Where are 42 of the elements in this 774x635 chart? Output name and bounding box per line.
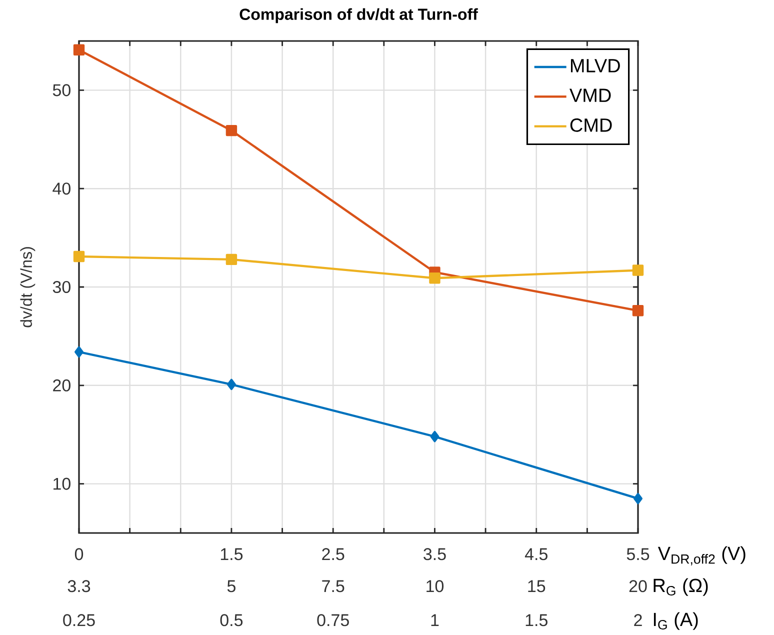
text: 0.25 bbox=[63, 614, 95, 626]
text: 0.5 bbox=[220, 614, 243, 626]
text: 5 bbox=[227, 580, 236, 592]
point bbox=[429, 272, 440, 284]
text: 0.75 bbox=[317, 614, 349, 626]
y-axis-title: dv/dt (V/ns) bbox=[20, 247, 36, 328]
y-tick-label: 30 bbox=[52, 280, 70, 294]
point bbox=[73, 250, 85, 262]
y-tick-label: 10 bbox=[54, 478, 70, 490]
x-tick-label: 0 bbox=[74, 548, 84, 560]
x-tick-label: 4.5 bbox=[524, 548, 548, 560]
x-tick-label: 2.5 bbox=[322, 548, 344, 560]
y-tick-label: 40 bbox=[52, 182, 70, 195]
legend-label: CMD bbox=[570, 118, 612, 132]
text: 15 bbox=[528, 580, 546, 592]
text: 7.5 bbox=[322, 580, 344, 592]
point bbox=[632, 264, 644, 276]
point bbox=[226, 378, 236, 390]
text: 3.3 bbox=[68, 580, 90, 592]
y-tick-label: 50 bbox=[52, 84, 70, 96]
x-tick-label: 1.5 bbox=[220, 548, 243, 560]
point bbox=[73, 44, 85, 56]
point bbox=[74, 346, 84, 358]
point bbox=[226, 254, 238, 266]
x-axis-title: V$_{DR,off2}$ (V) bbox=[658, 546, 746, 566]
legend-label: MLVD bbox=[570, 59, 620, 72]
point bbox=[430, 430, 440, 442]
x-tick-label: 5.5 bbox=[626, 548, 650, 560]
text: R$_{G}$ (Ω) bbox=[654, 578, 708, 596]
point bbox=[632, 305, 644, 316]
point bbox=[226, 124, 238, 136]
y-tick-label: 20 bbox=[53, 379, 70, 392]
legend-label: VMD bbox=[570, 88, 611, 102]
x-tick-label: 3.5 bbox=[424, 548, 446, 560]
text: I$_{G}$ (A) bbox=[654, 612, 698, 630]
text: 2 bbox=[634, 614, 642, 626]
point bbox=[634, 492, 642, 504]
text: 20 bbox=[629, 580, 647, 592]
text: 1.5 bbox=[526, 614, 548, 626]
text: 1 bbox=[431, 614, 439, 626]
chart-title: Comparison of dv/dt at Turn-off bbox=[240, 8, 478, 24]
text: 10 bbox=[426, 580, 444, 592]
